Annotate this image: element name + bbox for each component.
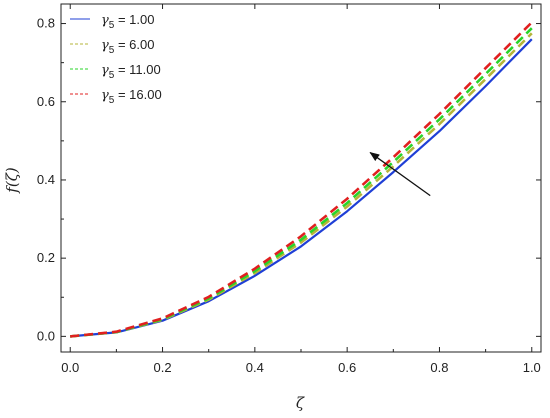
legend-label-1: γ5 = 1.00 <box>101 12 154 31</box>
y-tick-label: 0.8 <box>37 16 55 31</box>
y-tick-label: 0.2 <box>37 250 55 265</box>
series-line-2 <box>70 32 533 338</box>
y-axis-title: f(ζ) <box>3 167 21 194</box>
y-tick-label: 0.4 <box>37 172 55 187</box>
y-tick-label: 0.0 <box>37 328 55 343</box>
y-tick-label: 0.6 <box>37 94 55 109</box>
x-tick-label: 0.4 <box>246 360 264 375</box>
legend-label-4: γ5 = 16.00 <box>101 87 162 106</box>
series-line-4 <box>70 21 533 338</box>
legend-label-2: γ5 = 6.00 <box>101 37 154 56</box>
legend-label-3: γ5 = 11.00 <box>101 62 161 81</box>
x-tick-label: 1.0 <box>523 360 541 375</box>
series-line-1 <box>70 38 533 338</box>
x-tick-label: 0.0 <box>61 360 79 375</box>
x-tick-label: 0.8 <box>430 360 448 375</box>
annotation-arrow <box>369 152 431 197</box>
x-axis-title: ζ <box>296 394 305 412</box>
plot-frame <box>60 3 542 353</box>
x-tick-label: 0.2 <box>153 360 171 375</box>
x-tick-label: 0.6 <box>338 360 356 375</box>
